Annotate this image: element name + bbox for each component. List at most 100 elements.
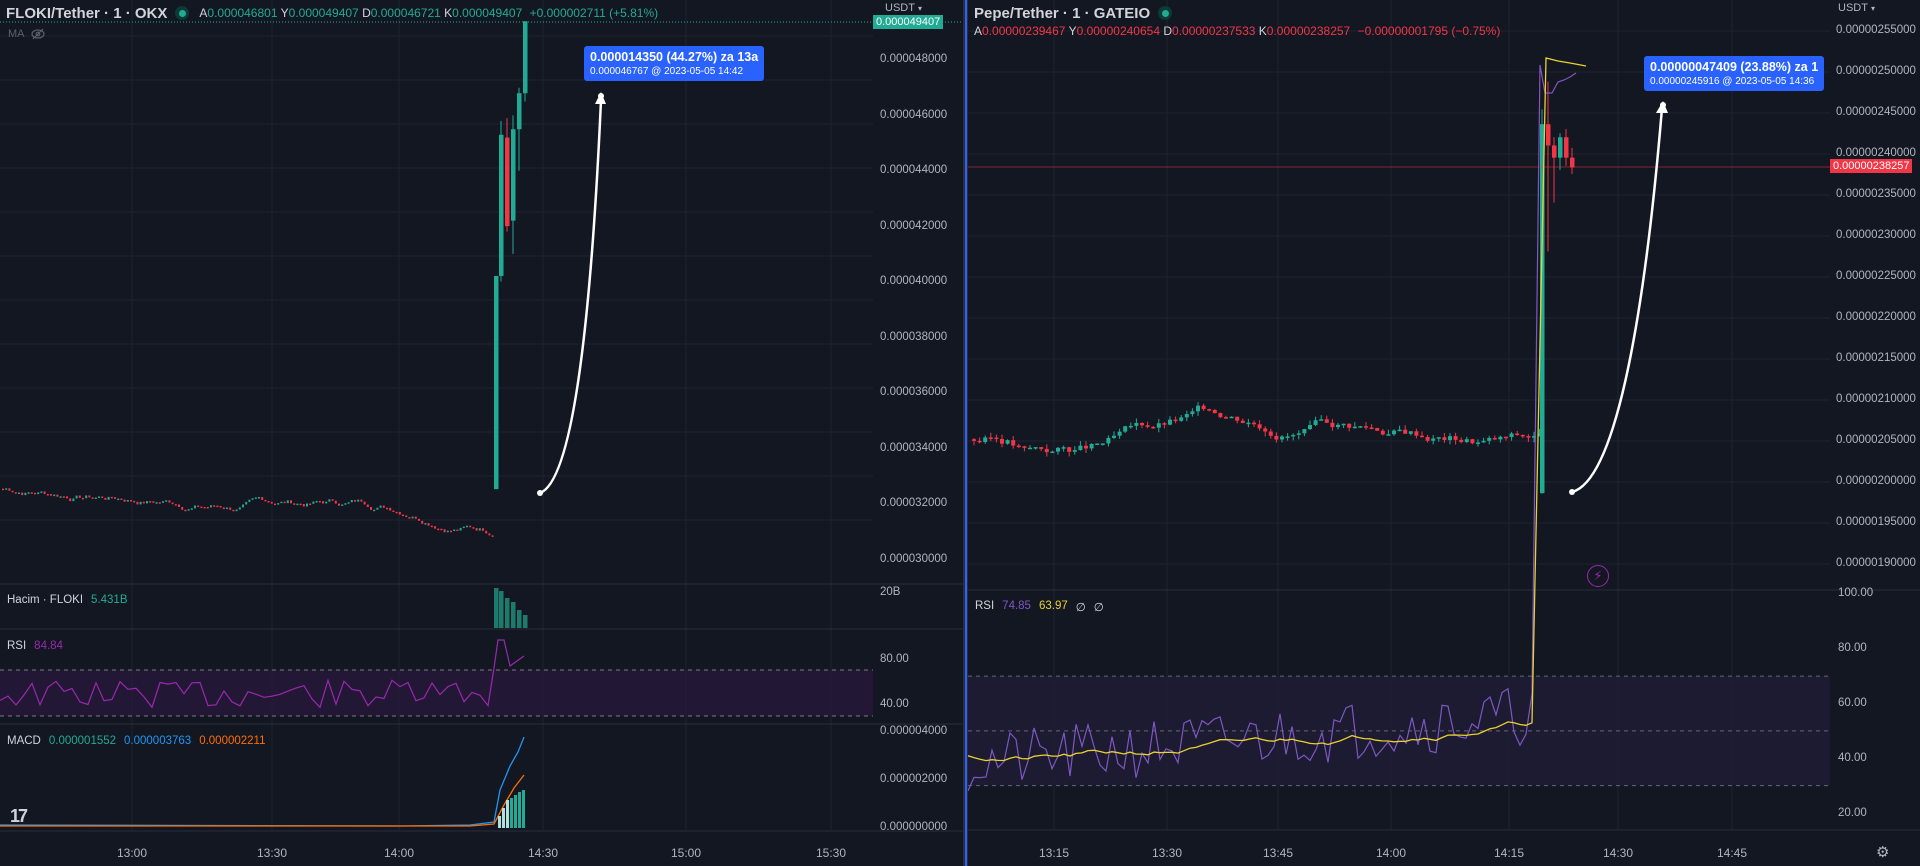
volume-label[interactable]: Hacim · FLOKI 5.431B <box>7 594 128 606</box>
candle <box>168 500 171 503</box>
price-tick: 0.000030000 <box>880 552 948 565</box>
left-currency-selector[interactable]: USDT ▾ <box>885 2 922 14</box>
candle <box>505 137 510 227</box>
candle <box>1509 433 1514 438</box>
rsi-title: RSI <box>7 640 27 652</box>
time-tick: 14:30 <box>527 846 559 860</box>
right-ohlc: A0.00000239467 Y0.00000240654 D0.0000023… <box>974 24 1501 38</box>
candle <box>30 492 33 494</box>
price-tick: 0.00000200000 <box>1836 475 1916 487</box>
ma-indicator-row[interactable]: MA <box>8 28 45 40</box>
price-tick: 0.00000235000 <box>1836 188 1916 200</box>
candle <box>1526 436 1531 438</box>
macd-label[interactable]: MACD 0.000001552 0.000003763 0.000002211 <box>7 735 266 747</box>
rsi-tick: 80.00 <box>1838 642 1867 654</box>
candle <box>1330 422 1335 428</box>
candle <box>1442 437 1447 441</box>
candle <box>1028 447 1032 450</box>
price-tick: 0.00000215000 <box>1836 352 1916 364</box>
candle <box>1106 437 1111 444</box>
candle <box>46 494 49 496</box>
left-rsi-label[interactable]: RSI 84.84 <box>7 640 63 652</box>
candle <box>1196 405 1200 412</box>
pane-divider[interactable] <box>963 0 968 866</box>
rsi-line <box>968 64 1577 792</box>
candle <box>286 500 289 504</box>
left-chart-pane[interactable]: FLOKI/Tether · 1 · OKX A0.000046801 Y0.0… <box>0 0 963 866</box>
candle <box>110 496 113 499</box>
tradingview-logo-icon[interactable]: 17 <box>10 806 28 826</box>
volume-axis-label: 20B <box>880 586 901 598</box>
candle <box>318 500 321 503</box>
candle <box>1364 426 1368 428</box>
gear-icon[interactable]: ⚙ <box>1876 844 1890 861</box>
candle <box>1358 426 1363 428</box>
candle <box>494 275 499 490</box>
lightning-icon[interactable]: ⚡ <box>1587 565 1609 587</box>
left-chart-canvas[interactable] <box>0 0 963 866</box>
candle <box>1033 447 1038 449</box>
candle <box>1229 416 1234 419</box>
candle <box>517 93 522 130</box>
candle <box>331 499 334 501</box>
candle <box>5 488 8 490</box>
candle <box>107 496 110 500</box>
candle <box>216 505 219 508</box>
candle <box>261 497 264 500</box>
candle <box>1084 445 1088 449</box>
candle <box>139 501 142 505</box>
right-symbol-title[interactable]: Pepe/Tether · 1 · GATEIO <box>974 4 1151 22</box>
candle <box>130 500 132 502</box>
rsi-ma-value: 63.97 <box>1038 600 1068 612</box>
left-measure-tooltip: 0.000014350 (44.27%) za 13a 0.000046767 … <box>584 46 765 81</box>
candle <box>1134 422 1139 426</box>
volume-bar <box>511 602 516 628</box>
left-symbol-title[interactable]: FLOKI/Tether · 1 · OKX <box>6 4 168 22</box>
candle <box>1302 429 1307 434</box>
candle <box>1235 416 1240 421</box>
candle <box>1218 413 1223 418</box>
candle <box>366 504 369 508</box>
candle <box>299 503 302 506</box>
candle <box>267 500 270 503</box>
candle <box>123 499 126 502</box>
right-chart-pane[interactable]: Pepe/Tether · 1 · GATEIO A0.00000239467 … <box>968 0 1920 866</box>
candle <box>350 499 353 503</box>
candle <box>101 496 104 498</box>
candle <box>11 490 14 493</box>
eye-off-icon[interactable] <box>30 28 45 40</box>
time-tick: 15:00 <box>670 846 702 860</box>
right-last-price-tag: 0.00000238257 <box>1830 159 1913 173</box>
price-tick: 0.000034000 <box>880 441 948 454</box>
candle <box>1285 436 1290 438</box>
candle <box>293 503 296 505</box>
right-chart-canvas[interactable] <box>968 0 1920 866</box>
macd-histogram-bar <box>514 795 517 828</box>
measure-change: 0.000014350 (44.27%) za 13a <box>590 50 759 64</box>
measure-change: 0.00000047409 (23.88%) za 1 <box>1650 60 1819 74</box>
rsi-band <box>968 676 1830 786</box>
rsi-value: 74.85 <box>1002 600 1031 612</box>
candle <box>280 501 283 504</box>
candle <box>171 502 174 505</box>
candle <box>1476 442 1480 444</box>
candle <box>389 507 392 511</box>
candle <box>453 529 456 532</box>
measure-arrow <box>539 99 603 495</box>
candle <box>187 509 190 511</box>
price-tick: 0.000044000 <box>880 164 948 176</box>
candle <box>1005 440 1010 444</box>
candle <box>82 497 84 500</box>
right-rsi-label[interactable]: RSI 74.85 63.97 ∅ ∅ <box>975 600 1104 614</box>
candle <box>114 497 116 499</box>
candle <box>1140 422 1144 426</box>
candle <box>1100 443 1105 445</box>
candle <box>341 504 344 506</box>
right-currency-selector[interactable]: USDT ▾ <box>1838 2 1875 14</box>
candle <box>1420 435 1424 438</box>
candle <box>1268 431 1273 436</box>
candle <box>523 21 528 94</box>
candle <box>146 501 148 504</box>
candle <box>983 437 988 442</box>
candle <box>347 502 350 504</box>
